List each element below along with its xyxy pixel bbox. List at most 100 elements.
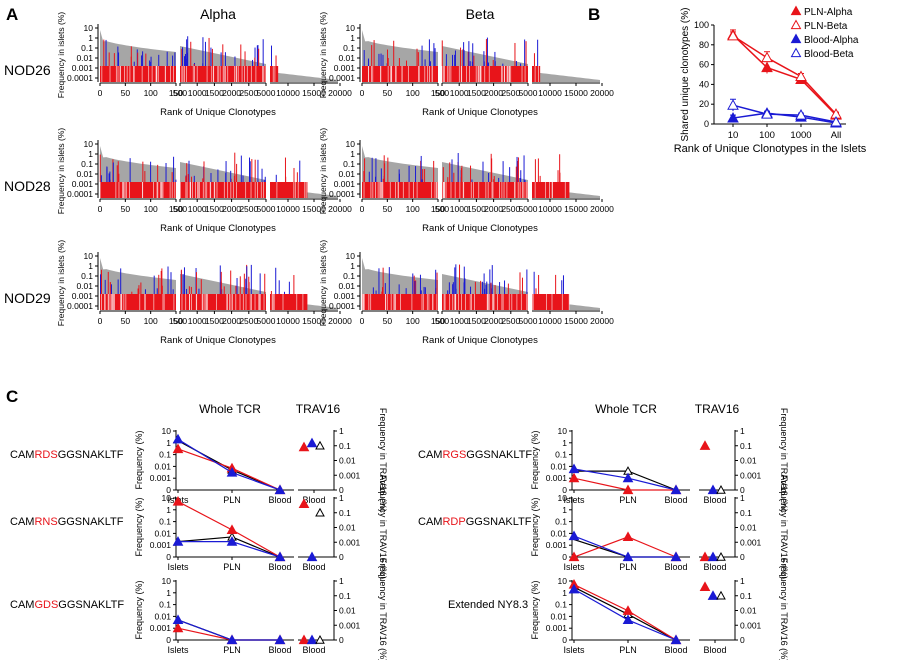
y-tick-right-label: 1 — [740, 493, 745, 503]
y-axis-label: Frequency (%) — [530, 580, 540, 639]
trav16-red-marker — [699, 551, 711, 562]
data-point-marker — [761, 108, 773, 119]
x-tick-label: 10000 — [276, 316, 300, 326]
y-tick-label: 0.001 — [546, 473, 568, 483]
y-tick-label: 0.01 — [154, 611, 171, 621]
sequence-label: CAMGDSGGSNAKLTF — [10, 599, 124, 611]
blue-marker — [226, 536, 238, 546]
y-tick-label: 0.1 — [555, 517, 567, 527]
y-tick-label: 0.0001 — [329, 73, 355, 83]
y-tick-right-label: 0 — [740, 485, 745, 495]
y-tick-label: 0.01 — [76, 281, 93, 291]
sequence-suffix: GGSNAKLTF — [466, 449, 532, 461]
sequence-suffix: GGSNAKLTF — [466, 516, 532, 528]
x-tick-label: 50 — [121, 204, 131, 214]
x-tick-label: Blood — [664, 562, 687, 572]
y-tick-right-label: 0.001 — [339, 470, 361, 480]
y-tick-label: 10 — [162, 493, 172, 503]
x-tick-label: Blood — [703, 645, 726, 655]
x-tick-label: Blood — [268, 562, 291, 572]
y-tick-label: 0.1 — [159, 450, 171, 460]
red-shared-band — [532, 182, 570, 198]
x-tick-label: 50 — [121, 88, 131, 98]
x-axis-label: Rank of Unique Clonotypes in the Islets — [674, 143, 867, 155]
y-tick-label: 1 — [88, 33, 93, 43]
sequence-label: CAMRNSGGSNAKLTF — [10, 516, 124, 528]
x-tick-label: PLN — [619, 562, 637, 572]
data-point-marker — [727, 99, 739, 110]
x-tick-label: 10000 — [538, 204, 562, 214]
y-tick-label: 80 — [699, 40, 709, 50]
x-axis-label: Rank of Unique Clonotypes — [160, 107, 276, 118]
y-tick-right-label: 0.1 — [740, 508, 752, 518]
x-tick-label: 20000 — [590, 316, 614, 326]
y-tick-right-label: 0.1 — [740, 441, 752, 451]
y-tick-label: 0.001 — [334, 179, 356, 189]
y-tick-label: 1 — [350, 33, 355, 43]
mouse-label-nod28: NOD28 — [4, 178, 51, 194]
y-tick-label: 10 — [162, 426, 172, 436]
y-tick-right-label: 0 — [740, 552, 745, 562]
y-tick-label: 0.001 — [72, 63, 94, 73]
clonotype-panel-4: CAMRDPGGSNAKLTF1010.10.010.0010Frequency… — [418, 475, 789, 579]
x-tick-label: 10 — [728, 130, 739, 141]
x-tick-label: Blood — [302, 495, 325, 505]
y-tick-label: 60 — [699, 60, 709, 70]
x-tick-label: 500 — [173, 88, 187, 98]
x-tick-label: 500 — [435, 88, 449, 98]
black-series-line — [177, 619, 280, 641]
x-tick-label: 1500 — [205, 204, 224, 214]
x-tick-label: 150 — [431, 204, 445, 214]
x-tick-label: 10000 — [538, 316, 562, 326]
blue-marker — [622, 551, 634, 562]
y-tick-right-label: 0.1 — [740, 591, 752, 601]
x-tick-label: 100 — [406, 316, 420, 326]
y-tick-label: 0.01 — [550, 461, 567, 471]
y-tick-label: 0.001 — [150, 623, 172, 633]
x-tick-label: 500 — [173, 204, 187, 214]
sequence-motif: RNS — [34, 516, 57, 528]
trav16-blue-marker — [306, 634, 318, 645]
x-tick-label: 15000 — [302, 88, 326, 98]
y-tick-label: 0.0001 — [67, 301, 93, 311]
y-tick-label: 0.1 — [343, 271, 355, 281]
x-tick-label: Islets — [563, 562, 585, 572]
trav16-red-marker — [699, 581, 711, 591]
blue-marker — [670, 634, 682, 645]
x-tick-label: 0 — [360, 88, 365, 98]
x-tick-label: PLN — [619, 645, 637, 655]
y-tick-right-label: 0.01 — [339, 523, 356, 533]
x-tick-label: 10000 — [538, 88, 562, 98]
y-tick-right-label: 0.1 — [339, 591, 351, 601]
red-marker — [622, 484, 634, 495]
x-tick-label: 20000 — [328, 204, 352, 214]
x-tick-label: 100 — [759, 130, 775, 141]
y-axis-label: Frequency (%) — [134, 497, 144, 556]
y-axis-label: Frequency (%) — [530, 497, 540, 556]
y-tick-right-label: 0 — [339, 635, 344, 645]
y-tick-right-label: 1 — [339, 493, 344, 503]
x-tick-label: 1000 — [188, 204, 207, 214]
sequence-label: CAMRDSGGSNAKLTF — [10, 449, 124, 461]
blue-marker — [670, 484, 682, 495]
x-tick-label: PLN — [223, 495, 241, 505]
x-tick-label: 500 — [435, 316, 449, 326]
y-tick-label: 1 — [166, 505, 171, 515]
clonotype-panel-6: Extended NY8.31010.10.010.0010Frequency … — [448, 558, 789, 660]
legend-marker — [790, 33, 802, 44]
x-tick-label: 2500 — [501, 88, 520, 98]
y-tick-label: 10 — [162, 576, 172, 586]
blue-marker — [568, 530, 580, 541]
y-tick-label: 0 — [562, 635, 567, 645]
x-tick-label: 0 — [360, 204, 365, 214]
y-tick-label: 0.1 — [343, 43, 355, 53]
x-tick-label: All — [831, 130, 842, 141]
clonotype-panel-2: CAMRGSGGSNAKLTF1010.10.010.0010Frequency… — [418, 408, 789, 512]
mouse-label-nod29: NOD29 — [4, 290, 51, 306]
y-tick-label: 0.0001 — [67, 73, 93, 83]
x-tick-label: Islets — [563, 495, 585, 505]
red-shared-band — [362, 182, 438, 198]
